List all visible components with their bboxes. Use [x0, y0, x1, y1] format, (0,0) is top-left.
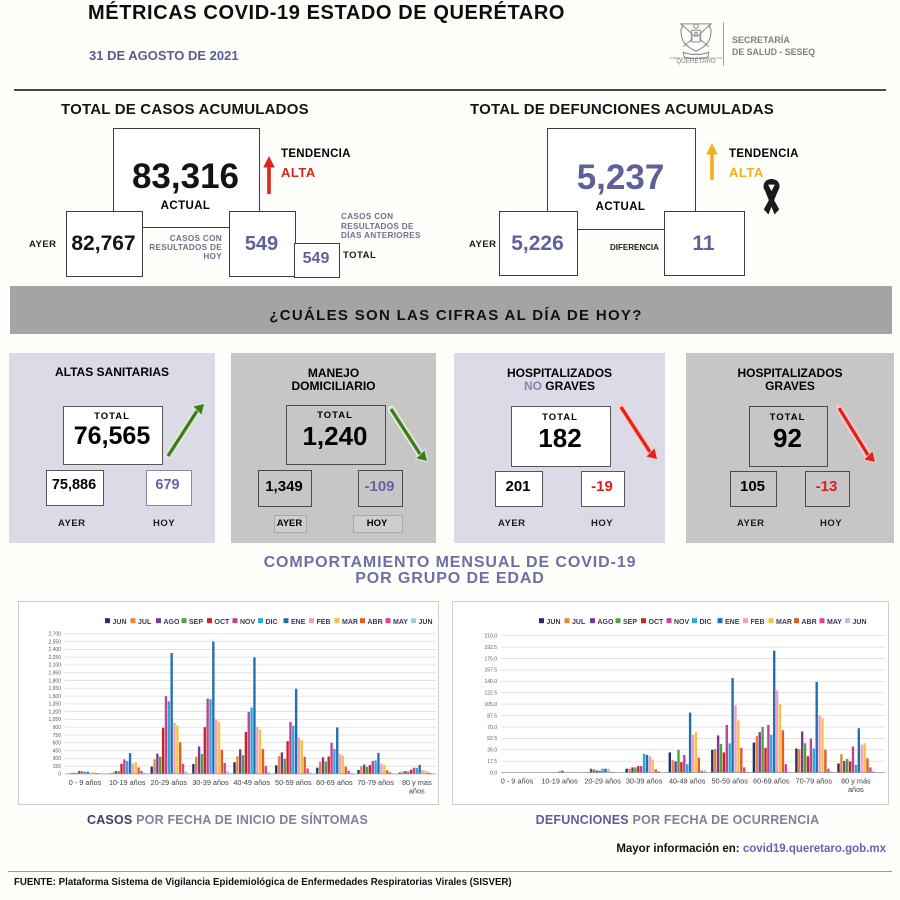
svg-text:DIC: DIC	[700, 619, 712, 626]
svg-text:175.0: 175.0	[484, 656, 497, 662]
svg-text:80 y mas: 80 y mas	[402, 778, 432, 787]
svg-text:10-19 años: 10-19 años	[541, 777, 578, 786]
svg-text:20-29 años: 20-29 años	[584, 777, 621, 786]
svg-text:40-49 años: 40-49 años	[669, 777, 706, 786]
svg-text:FEB: FEB	[751, 619, 765, 626]
svg-text:0.0: 0.0	[490, 770, 497, 776]
svg-text:192.5: 192.5	[484, 645, 497, 651]
svg-text:52.5: 52.5	[487, 736, 497, 742]
svg-text:NOV: NOV	[240, 619, 256, 626]
svg-text:años: años	[409, 786, 425, 795]
svg-text:DIC: DIC	[266, 619, 278, 626]
svg-text:0 - 9 años: 0 - 9 años	[501, 777, 534, 786]
svg-text:JUN: JUN	[853, 619, 867, 626]
svg-text:NOV: NOV	[674, 619, 690, 626]
svg-text:50-59 años: 50-59 años	[275, 778, 312, 787]
svg-text:0 - 9 años: 0 - 9 años	[69, 778, 102, 787]
svg-text:1,800: 1,800	[48, 678, 61, 684]
svg-text:35.0: 35.0	[487, 748, 497, 754]
svg-text:MAR: MAR	[776, 619, 792, 626]
svg-text:80 y más: 80 y más	[841, 777, 871, 786]
svg-text:900: 900	[53, 725, 62, 731]
svg-text:OCT: OCT	[215, 619, 231, 626]
svg-text:JUN: JUN	[419, 619, 433, 626]
svg-text:750: 750	[53, 733, 62, 739]
svg-text:150: 150	[53, 764, 62, 770]
svg-text:122.5: 122.5	[484, 691, 497, 697]
svg-text:70-79 años: 70-79 años	[357, 778, 394, 787]
svg-text:2,100: 2,100	[48, 663, 61, 669]
svg-text:210.0: 210.0	[484, 634, 497, 640]
svg-text:JUN: JUN	[547, 619, 561, 626]
svg-text:ENE: ENE	[725, 619, 740, 626]
svg-text:2,550: 2,550	[48, 639, 61, 645]
svg-text:17.5: 17.5	[487, 759, 497, 765]
svg-text:20-29 años: 20-29 años	[151, 778, 188, 787]
svg-text:40-49 años: 40-49 años	[233, 778, 270, 787]
svg-text:ENE: ENE	[291, 619, 306, 626]
svg-text:10-19 años: 10-19 años	[109, 778, 146, 787]
svg-text:300: 300	[53, 756, 62, 762]
svg-text:AGO: AGO	[598, 619, 615, 626]
svg-text:60-69 años: 60-69 años	[753, 777, 790, 786]
svg-text:MAY: MAY	[827, 619, 842, 626]
svg-text:1,500: 1,500	[48, 694, 61, 700]
svg-text:70.0: 70.0	[487, 725, 497, 731]
svg-text:60-69 años: 60-69 años	[316, 778, 353, 787]
svg-text:50-59 años: 50-59 años	[711, 777, 748, 786]
svg-text:2,700: 2,700	[48, 632, 61, 638]
svg-text:1,950: 1,950	[48, 671, 61, 677]
svg-text:30-39 años: 30-39 años	[626, 777, 663, 786]
svg-text:1,350: 1,350	[48, 702, 61, 708]
svg-text:1,650: 1,650	[48, 686, 61, 692]
svg-text:600: 600	[53, 741, 62, 747]
svg-text:140.0: 140.0	[484, 679, 497, 685]
svg-text:157.5: 157.5	[484, 668, 497, 674]
svg-text:ABR: ABR	[368, 619, 383, 626]
svg-text:87.5: 87.5	[487, 713, 497, 719]
svg-text:OCT: OCT	[649, 619, 665, 626]
svg-text:2,250: 2,250	[48, 655, 61, 661]
svg-text:AGO: AGO	[164, 619, 181, 626]
svg-text:2,400: 2,400	[48, 647, 61, 653]
svg-text:JUL: JUL	[572, 619, 586, 626]
svg-text:JUL: JUL	[138, 619, 152, 626]
svg-text:FEB: FEB	[317, 619, 331, 626]
svg-text:1,200: 1,200	[48, 709, 61, 715]
svg-text:MAY: MAY	[393, 619, 408, 626]
svg-text:JUN: JUN	[113, 619, 127, 626]
svg-text:105.0: 105.0	[484, 702, 497, 708]
svg-text:450: 450	[53, 748, 62, 754]
svg-text:años: años	[848, 785, 864, 794]
svg-text:ABR: ABR	[802, 619, 817, 626]
svg-text:SEP: SEP	[623, 619, 637, 626]
svg-text:SEP: SEP	[189, 619, 203, 626]
svg-text:70-79 años: 70-79 años	[796, 777, 833, 786]
svg-text:0: 0	[58, 772, 61, 778]
svg-text:30-39 años: 30-39 años	[192, 778, 229, 787]
svg-text:MAR: MAR	[342, 619, 358, 626]
svg-text:1,050: 1,050	[48, 717, 61, 723]
